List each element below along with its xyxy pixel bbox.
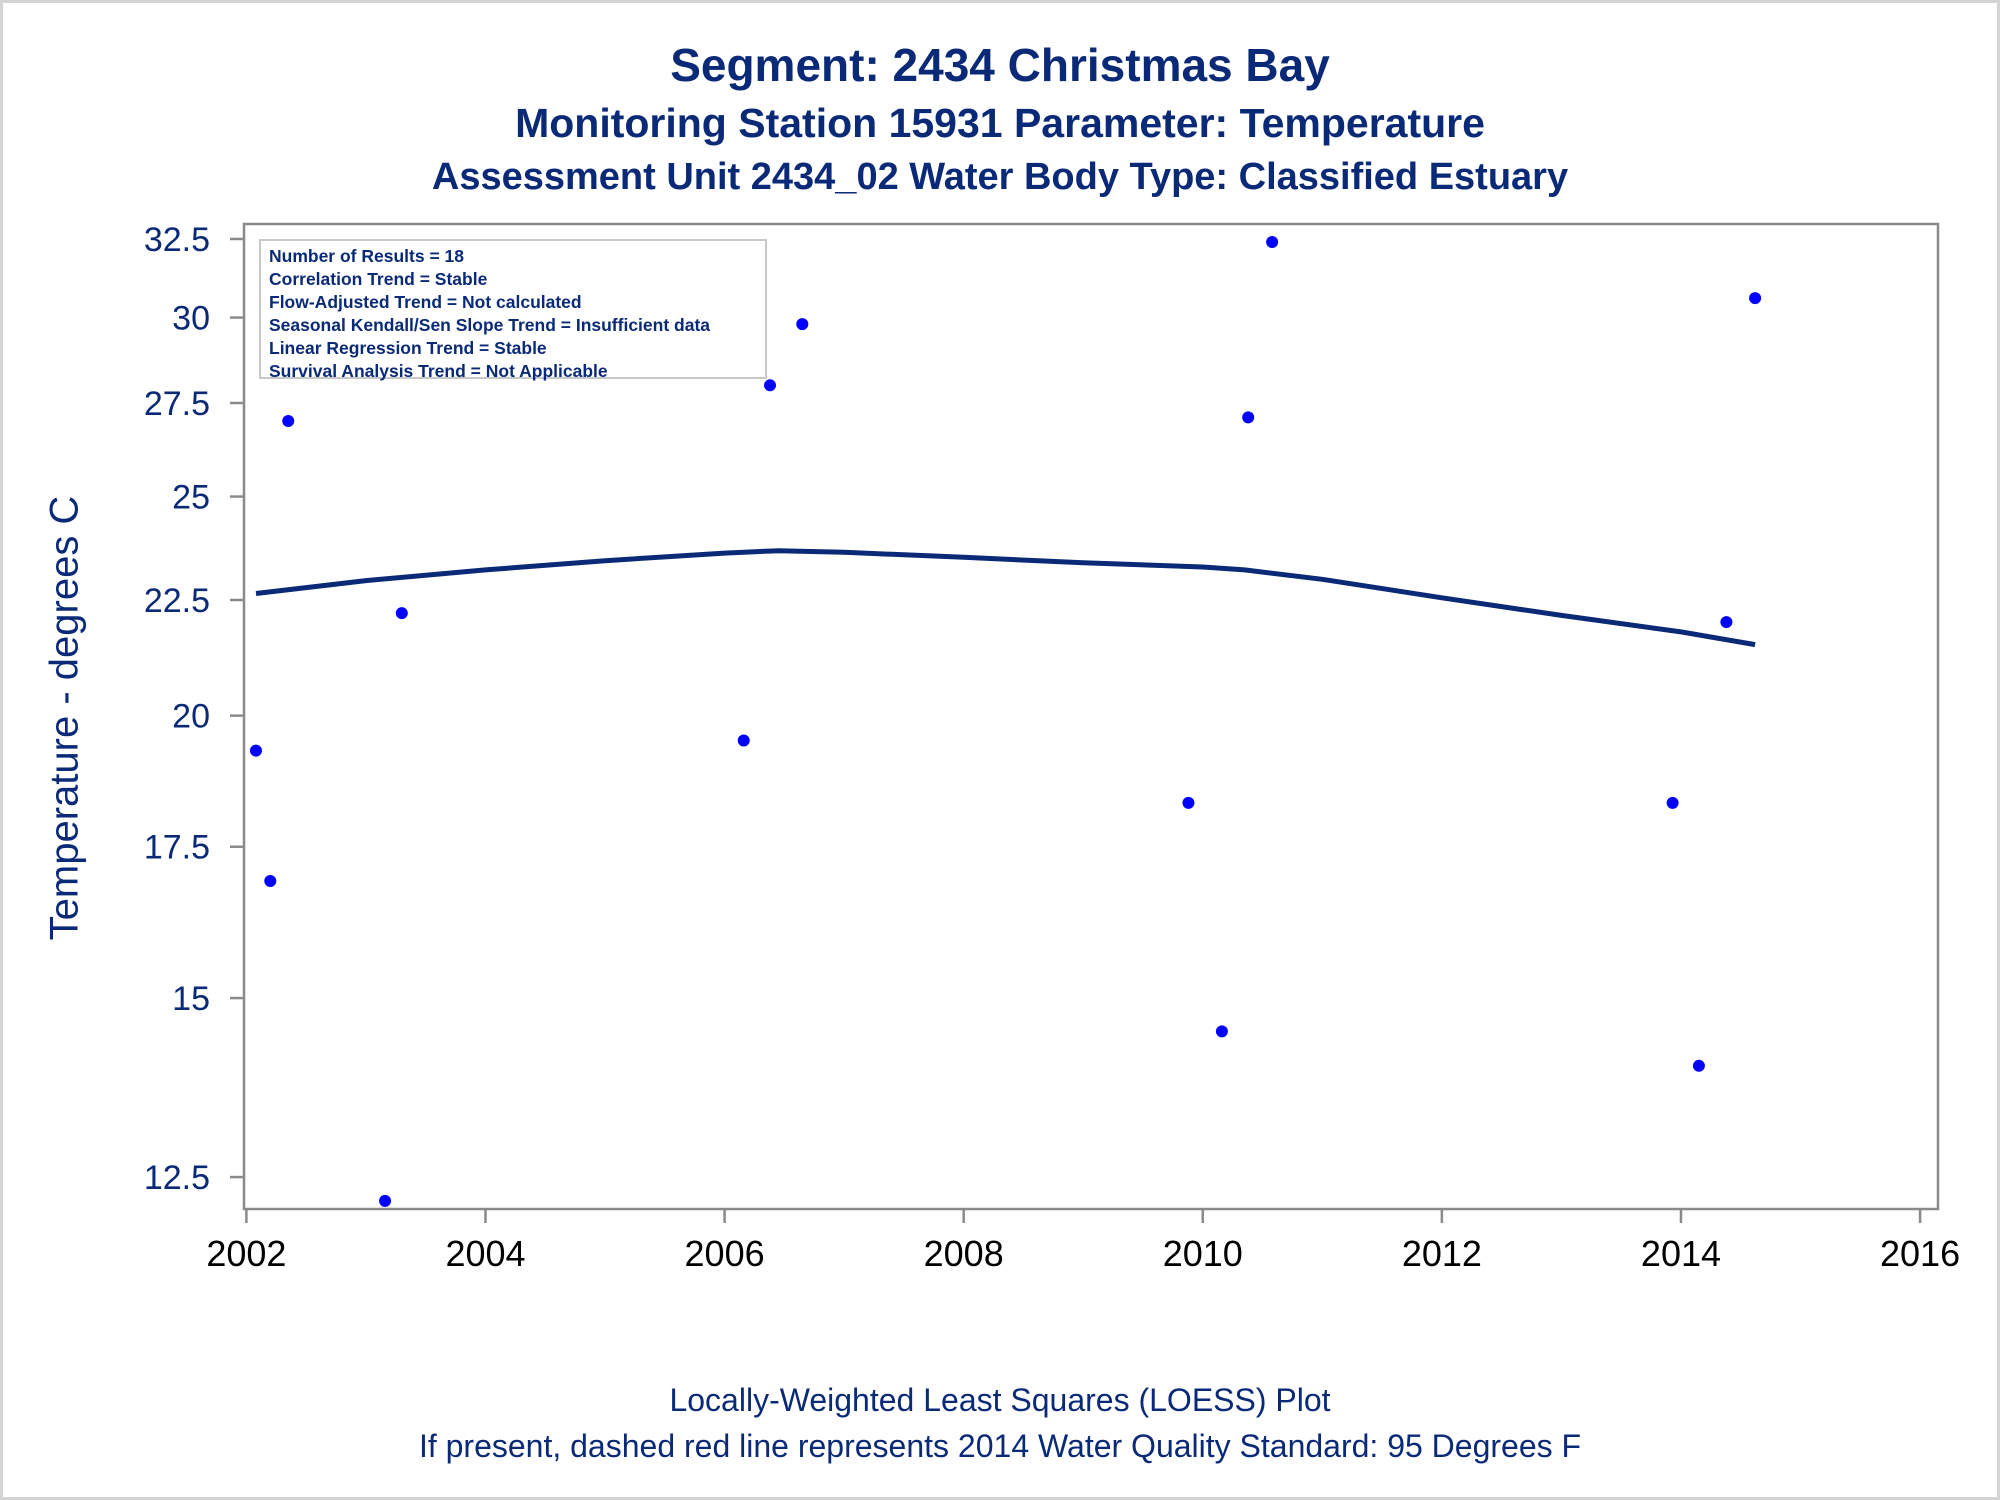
data-point — [282, 415, 295, 428]
x-tick-label: 2008 — [924, 1233, 1004, 1274]
data-point — [737, 734, 750, 747]
data-point — [764, 379, 777, 392]
x-tick-label: 2002 — [206, 1233, 286, 1274]
y-tick-label: 22.5 — [144, 582, 210, 620]
loess-line — [255, 548, 1756, 648]
footnote-standard: If present, dashed red line represents 2… — [418, 1428, 1582, 1464]
data-point — [1666, 796, 1679, 809]
x-tick-label: 2016 — [1880, 1233, 1960, 1274]
data-point — [1215, 1025, 1228, 1038]
data-point — [1692, 1059, 1705, 1072]
data-point — [395, 607, 408, 620]
data-point — [1242, 411, 1255, 424]
stat-linear-regression-trend: Linear Regression Trend = Stable — [269, 338, 547, 358]
y-axis-label: Temperature - degrees C — [42, 495, 87, 941]
chart-subtitle: Monitoring Station 15931 Parameter: Temp… — [515, 100, 1485, 146]
data-point — [1720, 616, 1733, 629]
footnote-plot-type: Locally-Weighted Least Squares (LOESS) P… — [669, 1382, 1331, 1418]
stat-survival-analysis-trend: Survival Analysis Trend = Not Applicable — [269, 361, 608, 381]
chart-subtitle-2: Assessment Unit 2434_02 Water Body Type:… — [431, 156, 1569, 198]
stat-flow-adjusted-trend: Flow-Adjusted Trend = Not calculated — [269, 292, 582, 312]
x-tick-label: 2004 — [445, 1233, 525, 1274]
data-point — [379, 1194, 392, 1207]
x-tick-label: 2010 — [1163, 1233, 1243, 1274]
y-tick-label: 17.5 — [144, 829, 210, 867]
statistics-box: Number of Results = 18 Correlation Trend… — [259, 239, 767, 381]
data-point — [1749, 292, 1762, 305]
y-tick-label: 20 — [172, 698, 210, 736]
x-tick-label: 2012 — [1402, 1233, 1482, 1274]
stat-correlation-trend: Correlation Trend = Stable — [269, 269, 488, 289]
y-tick-label: 30 — [172, 300, 210, 338]
y-tick-label: 15 — [172, 980, 210, 1018]
data-point — [249, 744, 262, 757]
chart-title: Segment: 2434 Christmas Bay — [670, 39, 1330, 91]
x-tick-label: 2014 — [1641, 1233, 1721, 1274]
data-point — [1266, 236, 1279, 249]
y-tick-label: 27.5 — [144, 385, 210, 423]
x-tick-label: 2006 — [685, 1233, 765, 1274]
stat-number-of-results: Number of Results = 18 — [269, 246, 464, 266]
data-point — [1182, 796, 1195, 809]
data-point — [264, 874, 277, 887]
y-tick-label: 32.5 — [144, 221, 210, 259]
y-tick-label: 12.5 — [144, 1159, 210, 1197]
stat-seasonal-kendall-trend: Seasonal Kendall/Sen Slope Trend = Insuf… — [269, 315, 711, 335]
y-tick-label: 25 — [172, 479, 210, 517]
data-point — [796, 318, 809, 331]
